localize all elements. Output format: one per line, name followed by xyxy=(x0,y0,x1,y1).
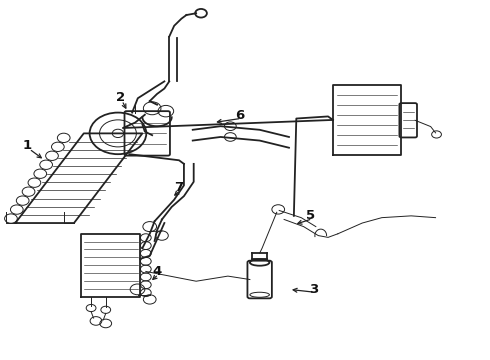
Text: 6: 6 xyxy=(236,109,245,122)
Text: 7: 7 xyxy=(174,181,184,194)
Text: 5: 5 xyxy=(306,210,316,222)
Text: 3: 3 xyxy=(309,283,318,296)
Text: 2: 2 xyxy=(116,91,125,104)
Text: 1: 1 xyxy=(23,139,32,152)
Text: 4: 4 xyxy=(152,265,162,278)
